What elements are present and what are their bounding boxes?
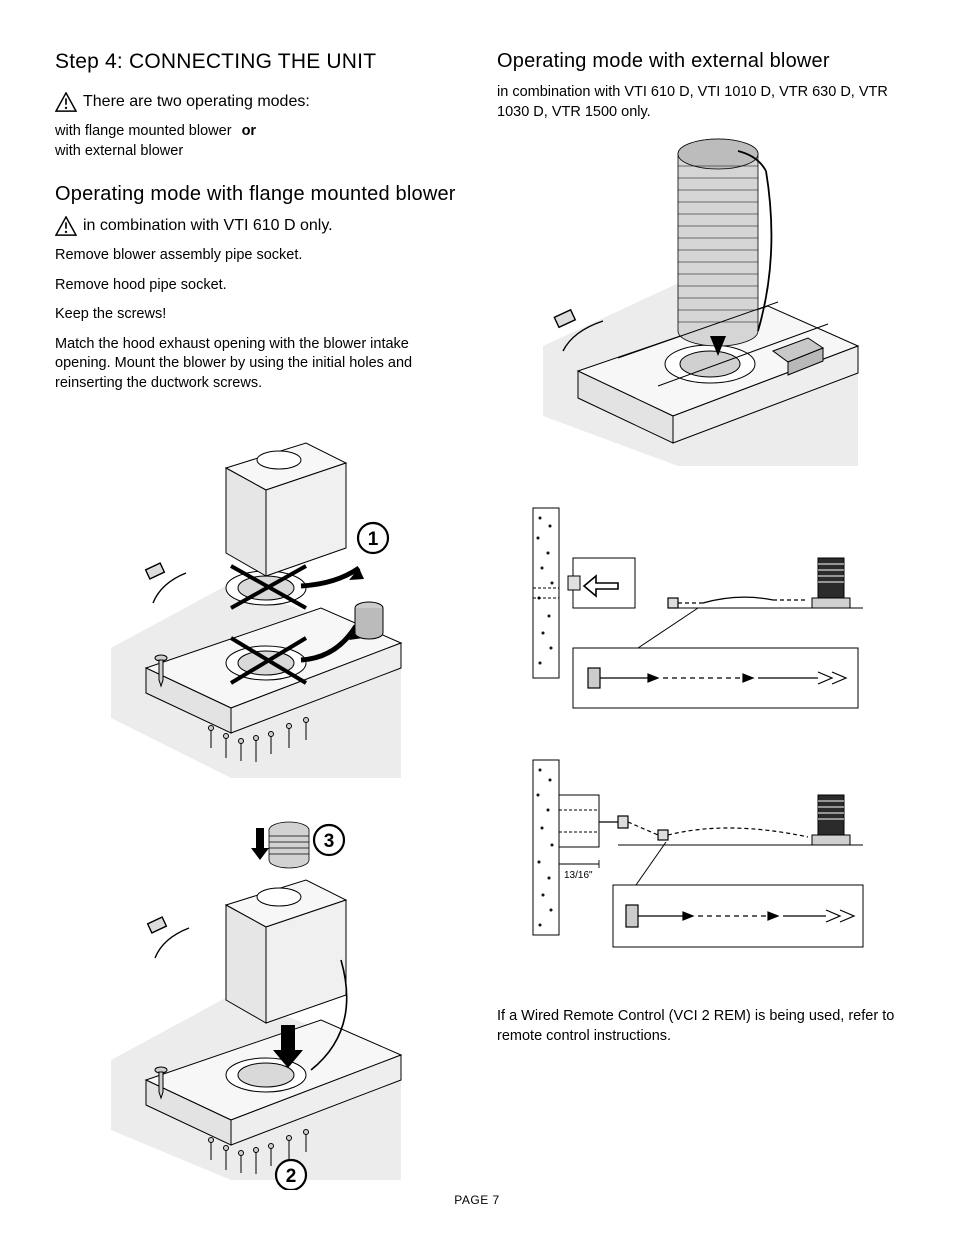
or-label: or [242,123,257,139]
warning-combo-text: in combination with VTI 610 D only. [83,217,333,235]
figure-flange-step1: 1 [55,408,457,788]
external-combo-text: in combination with VTI 610 D, VTI 1010 … [497,83,899,122]
figure-external-schematic-2: 13/16" [497,750,899,985]
flange-section-title: Operating mode with flange mounted blowe… [55,183,457,206]
circle-2-label: 2 [286,1166,297,1187]
right-column: Operating mode with external blower in c… [497,50,899,1212]
mode-b: with external blower [55,143,183,159]
para-keep-screws: Keep the screws! [55,305,457,325]
mode-list: with flange mounted blower or with exter… [55,122,457,161]
page-number: PAGE 7 [0,1193,954,1207]
figure-flange-step2-3: 3 2 [55,810,457,1190]
warning-icon [55,92,77,112]
step-title: Step 4: CONNECTING THE UNIT [55,50,457,74]
warning-modes-text: There are two operating modes: [83,93,310,111]
para-match-exhaust: Match the hood exhaust opening with the … [55,335,457,394]
left-column: Step 4: CONNECTING THE UNIT There are tw… [55,50,457,1212]
circle-1-label: 1 [368,529,379,550]
mode-a: with flange mounted blower [55,123,232,139]
warning-icon [55,216,77,236]
circle-3-label: 3 [324,831,335,852]
figure-external-schematic-1 [497,498,899,728]
remote-note: If a Wired Remote Control (VCI 2 REM) is… [497,1007,899,1046]
warning-modes: There are two operating modes: [55,92,457,112]
para-remove-hood: Remove hood pipe socket. [55,276,457,296]
external-section-title: Operating mode with external blower [497,50,899,73]
para-remove-assembly: Remove blower assembly pipe socket. [55,246,457,266]
warning-combo: in combination with VTI 610 D only. [55,216,457,236]
dimension-label: 13/16" [564,870,593,881]
figure-external-iso [497,136,899,476]
